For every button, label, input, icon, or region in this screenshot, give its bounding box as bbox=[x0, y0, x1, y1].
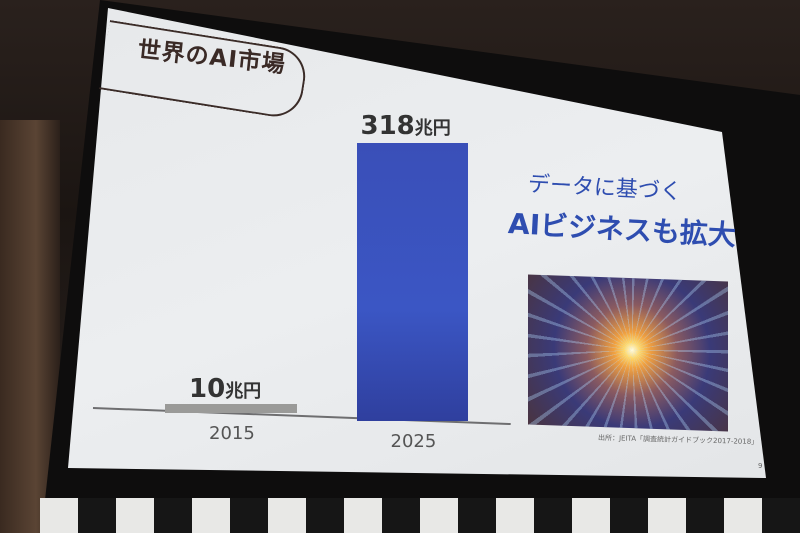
data-label-unit: 兆円 bbox=[225, 381, 262, 403]
data-label-2025: 318兆円 bbox=[361, 111, 451, 141]
starburst-data-image bbox=[528, 274, 728, 432]
page-number: 9 bbox=[758, 462, 763, 470]
bar-2015 bbox=[165, 404, 297, 413]
data-label-unit: 兆円 bbox=[414, 118, 451, 139]
bar-2025 bbox=[357, 143, 468, 421]
data-label-number: 318 bbox=[360, 111, 415, 141]
data-label-2015: 10兆円 bbox=[189, 374, 261, 404]
stage-curtain bbox=[40, 498, 800, 533]
x-tick-label: 2025 bbox=[390, 431, 437, 452]
data-label-number: 10 bbox=[189, 374, 226, 405]
x-tick-label: 2015 bbox=[209, 423, 255, 444]
